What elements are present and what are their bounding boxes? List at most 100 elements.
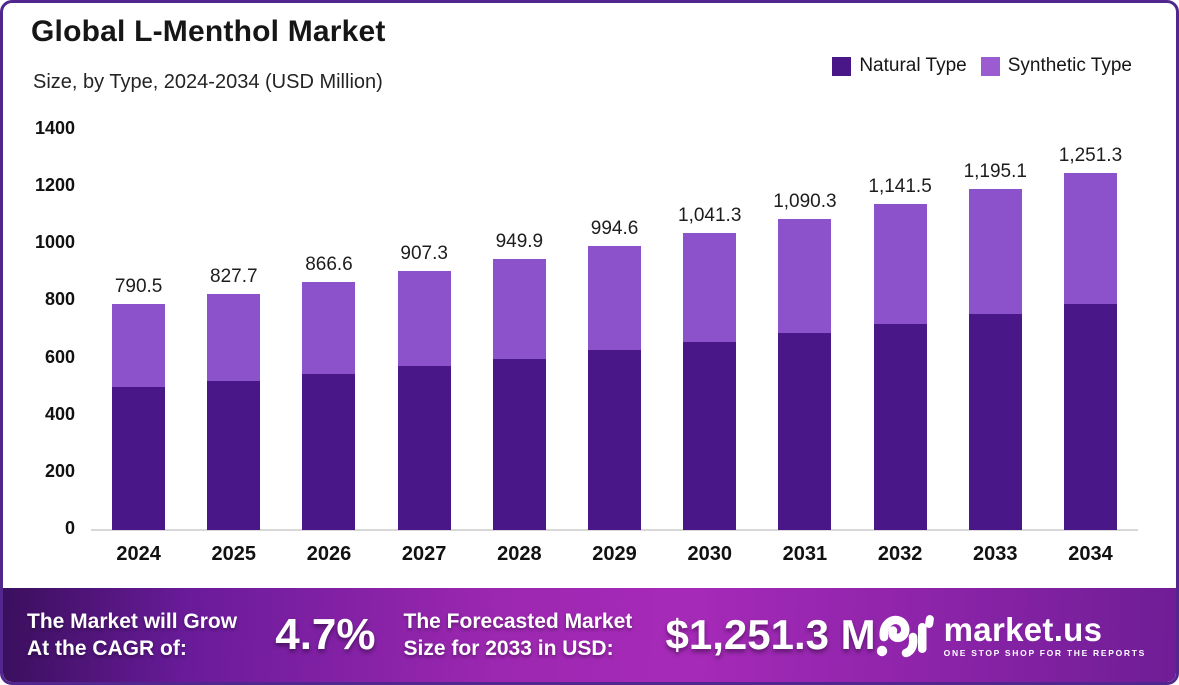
legend-item-synthetic: Synthetic Type	[980, 55, 1132, 77]
market-us-logo: market.us ONE STOP SHOP FOR THE REPORTS	[876, 611, 1146, 659]
chart-subtitle: Size, by Type, 2024-2034 (USD Million)	[33, 71, 383, 93]
x-axis-year-label: 2029	[592, 543, 637, 565]
bar-total-label: 1,195.1	[963, 160, 1027, 182]
bar-group: 994.6	[567, 218, 662, 530]
bar-group: 907.3	[377, 243, 472, 530]
stacked-bar	[1063, 172, 1117, 530]
forecast-caption: The Forecasted Market Size for 2033 in U…	[404, 608, 650, 663]
natural-segment	[302, 373, 356, 530]
synthetic-segment	[207, 293, 261, 381]
bar-total-label: 949.9	[495, 230, 544, 252]
bar-total-label: 1,251.3	[1058, 144, 1123, 166]
natural-segment	[112, 387, 166, 530]
x-axis-year-label: 2024	[116, 543, 161, 565]
x-axis-year-label: 2034	[1068, 543, 1113, 565]
footer-banner: The Market will Grow At the CAGR of: 4.7…	[3, 588, 1176, 682]
y-tick-label: 1200	[34, 175, 75, 196]
y-tick-label: 400	[44, 403, 75, 424]
stacked-bar	[968, 188, 1022, 530]
x-axis-year-label: 2028	[497, 543, 542, 565]
y-tick-label: 0	[64, 518, 75, 538]
natural-segment	[492, 358, 546, 530]
x-axis-year-label: 2030	[687, 543, 732, 565]
x-axis-year-label: 2032	[877, 543, 923, 565]
x-axis-year-label: 2033	[973, 543, 1018, 565]
synthetic-segment	[1063, 172, 1117, 305]
chart-legend: Natural Type Synthetic Type	[832, 55, 1132, 77]
stacked-bar	[873, 203, 927, 530]
stacked-bar	[112, 304, 166, 530]
legend-item-natural: Natural Type	[832, 55, 967, 77]
stacked-bar	[492, 258, 546, 530]
natural-segment	[207, 380, 261, 530]
x-axis-year-label: 2025	[211, 543, 257, 565]
forecast-caption-line1: The Forecasted Market	[403, 609, 633, 633]
y-tick-label: 800	[44, 289, 75, 310]
stacked-bar	[207, 293, 261, 530]
bar-total-label: 1,090.3	[773, 190, 837, 212]
bar-total-label: 907.3	[400, 242, 448, 264]
synthetic-segment	[112, 304, 166, 388]
x-axis-year-label: 2027	[401, 543, 447, 565]
stacked-bar	[778, 218, 832, 530]
bar-group: 949.9	[472, 231, 567, 530]
bar-plot-area: 790.5 827.7 866.6 907.3 949.9 994.6 1,041.3 1,0…	[91, 3, 1138, 530]
natural-segment	[778, 333, 832, 530]
stacked-bar	[397, 270, 451, 530]
x-axis-line	[91, 529, 1138, 531]
bar-total-label: 827.7	[210, 265, 258, 287]
forecast-value: $1,251.3 M	[665, 611, 876, 658]
synthetic-segment	[873, 203, 927, 324]
cagr-caption-line1: The Market will Grow	[27, 609, 238, 633]
bar-group: 1,251.3	[1043, 144, 1138, 530]
bar-group: 1,141.5	[853, 176, 948, 530]
natural-segment	[968, 314, 1022, 530]
bar-total-label: 1,141.5	[868, 175, 932, 197]
bar-group: 1,041.3	[662, 204, 757, 530]
bar-group: 790.5	[91, 276, 186, 530]
x-axis-labels: 2024 2025 2026 2027 2028 2029 2030 2031 2032 2033…	[91, 543, 1138, 566]
stacked-bar	[302, 282, 356, 530]
page-title: Global L-Menthol Market	[31, 15, 386, 48]
bar-group: 1,090.3	[757, 190, 852, 530]
natural-segment	[1063, 304, 1117, 530]
synthetic-segment	[397, 270, 451, 367]
stacked-bar	[683, 232, 737, 530]
bar-total-label: 1,041.3	[678, 204, 742, 226]
y-tick-label: 1000	[34, 232, 75, 253]
bar-group: 827.7	[186, 266, 281, 530]
bar-group: 866.6	[281, 254, 376, 530]
bar-total-label: 994.6	[590, 217, 639, 239]
natural-segment	[873, 323, 927, 530]
natural-segment	[397, 366, 451, 530]
x-axis-year-label: 2026	[306, 543, 352, 565]
synthetic-segment	[683, 232, 737, 342]
legend-label-natural: Natural Type	[859, 55, 967, 76]
natural-segment	[683, 341, 737, 530]
synthetic-segment	[302, 282, 356, 374]
stacked-bar	[588, 245, 642, 530]
brand-name: market.us	[943, 610, 1103, 648]
y-tick-label: 200	[44, 460, 75, 481]
y-tick-label: 600	[44, 346, 75, 367]
cagr-caption-line2: At the CAGR of:	[27, 637, 187, 660]
cagr-caption: The Market will Grow At the CAGR of:	[27, 608, 269, 663]
market-us-logo-icon	[876, 615, 934, 658]
bar-total-label: 790.5	[114, 276, 163, 298]
synthetic-segment	[492, 258, 546, 359]
synthetic-segment	[778, 218, 832, 334]
synthetic-segment	[588, 245, 642, 351]
brand-tagline: ONE STOP SHOP FOR THE REPORTS	[943, 647, 1146, 658]
natural-type-swatch	[832, 56, 852, 76]
x-axis-year-label: 2031	[782, 543, 828, 565]
bar-total-label: 866.6	[305, 254, 353, 276]
market-us-logo-text: market.us ONE STOP SHOP FOR THE REPORTS	[944, 613, 1146, 658]
cagr-value: 4.7%	[275, 610, 376, 659]
synthetic-segment	[968, 188, 1022, 315]
bar-group: 1,195.1	[948, 161, 1043, 530]
synthetic-type-swatch	[980, 56, 1000, 76]
legend-label-synthetic: Synthetic Type	[1007, 55, 1132, 76]
y-tick-label: 1400	[34, 118, 75, 138]
forecast-caption-line2: Size for 2033 in USD:	[403, 637, 614, 660]
